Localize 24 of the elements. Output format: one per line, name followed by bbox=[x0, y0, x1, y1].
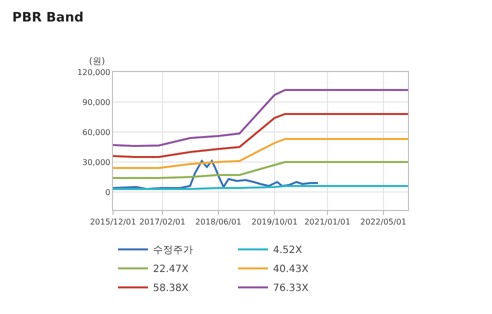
line-series bbox=[113, 113, 408, 158]
y-tick-label: 30,000 bbox=[82, 158, 110, 167]
legend-label: 22.47X bbox=[153, 264, 189, 276]
line-series bbox=[113, 160, 320, 190]
line-series bbox=[113, 161, 408, 179]
x-tick-label: 2019/10/01 bbox=[251, 218, 298, 227]
line-series bbox=[113, 138, 408, 169]
y-tick-label: 0 bbox=[105, 188, 110, 197]
x-tick-label: 2017/02/01 bbox=[139, 218, 186, 227]
chart-title: PBR Band bbox=[12, 10, 84, 26]
x-tick-label: 2015/12/01 bbox=[90, 218, 136, 227]
y-axis-title: (원) bbox=[89, 57, 106, 67]
legend-label: 40.43X bbox=[273, 264, 309, 276]
x-tick-label: 2018/06/01 bbox=[195, 218, 242, 227]
legend-label: 58.38X bbox=[153, 283, 189, 294]
legend-label: 76.33X bbox=[273, 283, 309, 294]
legend-label: 수정주가 bbox=[153, 245, 193, 256]
y-tick-label: 120,000 bbox=[77, 68, 110, 77]
x-tick-label: 2021/01/01 bbox=[304, 218, 350, 227]
y-tick-label: 60,000 bbox=[82, 128, 110, 137]
x-tick-label: 2022/05/01 bbox=[360, 218, 406, 227]
y-tick-label: 90,000 bbox=[82, 98, 110, 107]
line-series bbox=[113, 89, 408, 147]
legend-label: 4.52X bbox=[273, 245, 302, 256]
